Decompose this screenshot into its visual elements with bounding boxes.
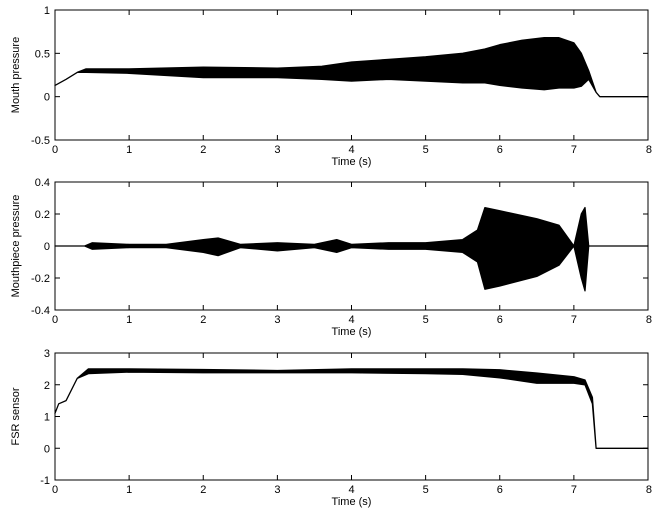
x-tick-label: 5	[423, 484, 429, 496]
x-tick-label: 7	[571, 314, 577, 326]
x-tick-label: 6	[497, 144, 503, 156]
x-tick-label: 2	[200, 314, 206, 326]
y-axis-label: Mouth pressure	[10, 37, 22, 113]
x-axis-label: Time (s)	[332, 326, 372, 338]
y-tick-label: -0.2	[31, 273, 50, 285]
y-tick-label: 0	[44, 241, 50, 253]
y-tick-label: 1	[44, 5, 50, 17]
x-tick-label: 7	[571, 144, 577, 156]
y-tick-label: 2	[44, 380, 50, 392]
x-tick-label: 2	[200, 484, 206, 496]
y-axis-label: FSR sensor	[10, 387, 22, 445]
x-tick-label: 3	[274, 484, 280, 496]
x-axis-label: Time (s)	[332, 496, 372, 508]
chart-panel-2: 0 1 2 3 4 5 6 7 8 -0.4 -0.2 0 0.2 0.4 Time (s) Mouthpie…	[10, 177, 652, 338]
y-tick-label: 0	[44, 92, 50, 104]
y-tick-label: 0.2	[35, 209, 50, 221]
y-tick-label: -0.5	[31, 135, 50, 147]
y-tick-label: 0	[44, 443, 50, 455]
x-tick-label: 1	[126, 144, 132, 156]
x-tick-label: 6	[497, 484, 503, 496]
x-tick-label: 8	[646, 314, 652, 326]
y-axis-label: Mouthpiece pressure	[10, 195, 22, 298]
x-tick-label: 2	[200, 144, 206, 156]
x-tick-label: 4	[348, 144, 354, 156]
x-tick-label: 5	[423, 314, 429, 326]
x-tick-label: 4	[348, 314, 354, 326]
y-tick-label: -1	[40, 475, 50, 487]
y-tick-label: 0.4	[35, 177, 50, 189]
x-axis-label: Time (s)	[332, 156, 372, 168]
x-tick-label: 6	[497, 314, 503, 326]
x-tick-label: 0	[52, 144, 58, 156]
signal-envelope-1	[54, 206, 649, 292]
y-tick-label: 0.5	[35, 48, 50, 60]
x-tick-label: 0	[52, 484, 58, 496]
y-tick-label: 3	[44, 348, 50, 360]
x-tick-label: 7	[571, 484, 577, 496]
x-tick-label: 0	[52, 314, 58, 326]
y-tick-label: -0.4	[31, 305, 50, 317]
signal-envelope-1	[54, 37, 649, 98]
x-tick-label: 3	[274, 314, 280, 326]
signal-envelope-1	[54, 368, 649, 449]
x-tick-label: 1	[126, 314, 132, 326]
y-tick-label: 1	[44, 412, 50, 424]
x-tick-label: 8	[646, 144, 652, 156]
x-tick-label: 5	[423, 144, 429, 156]
x-tick-label: 8	[646, 484, 652, 496]
x-tick-label: 4	[348, 484, 354, 496]
x-tick-label: 3	[274, 144, 280, 156]
x-tick-label: 1	[126, 484, 132, 496]
